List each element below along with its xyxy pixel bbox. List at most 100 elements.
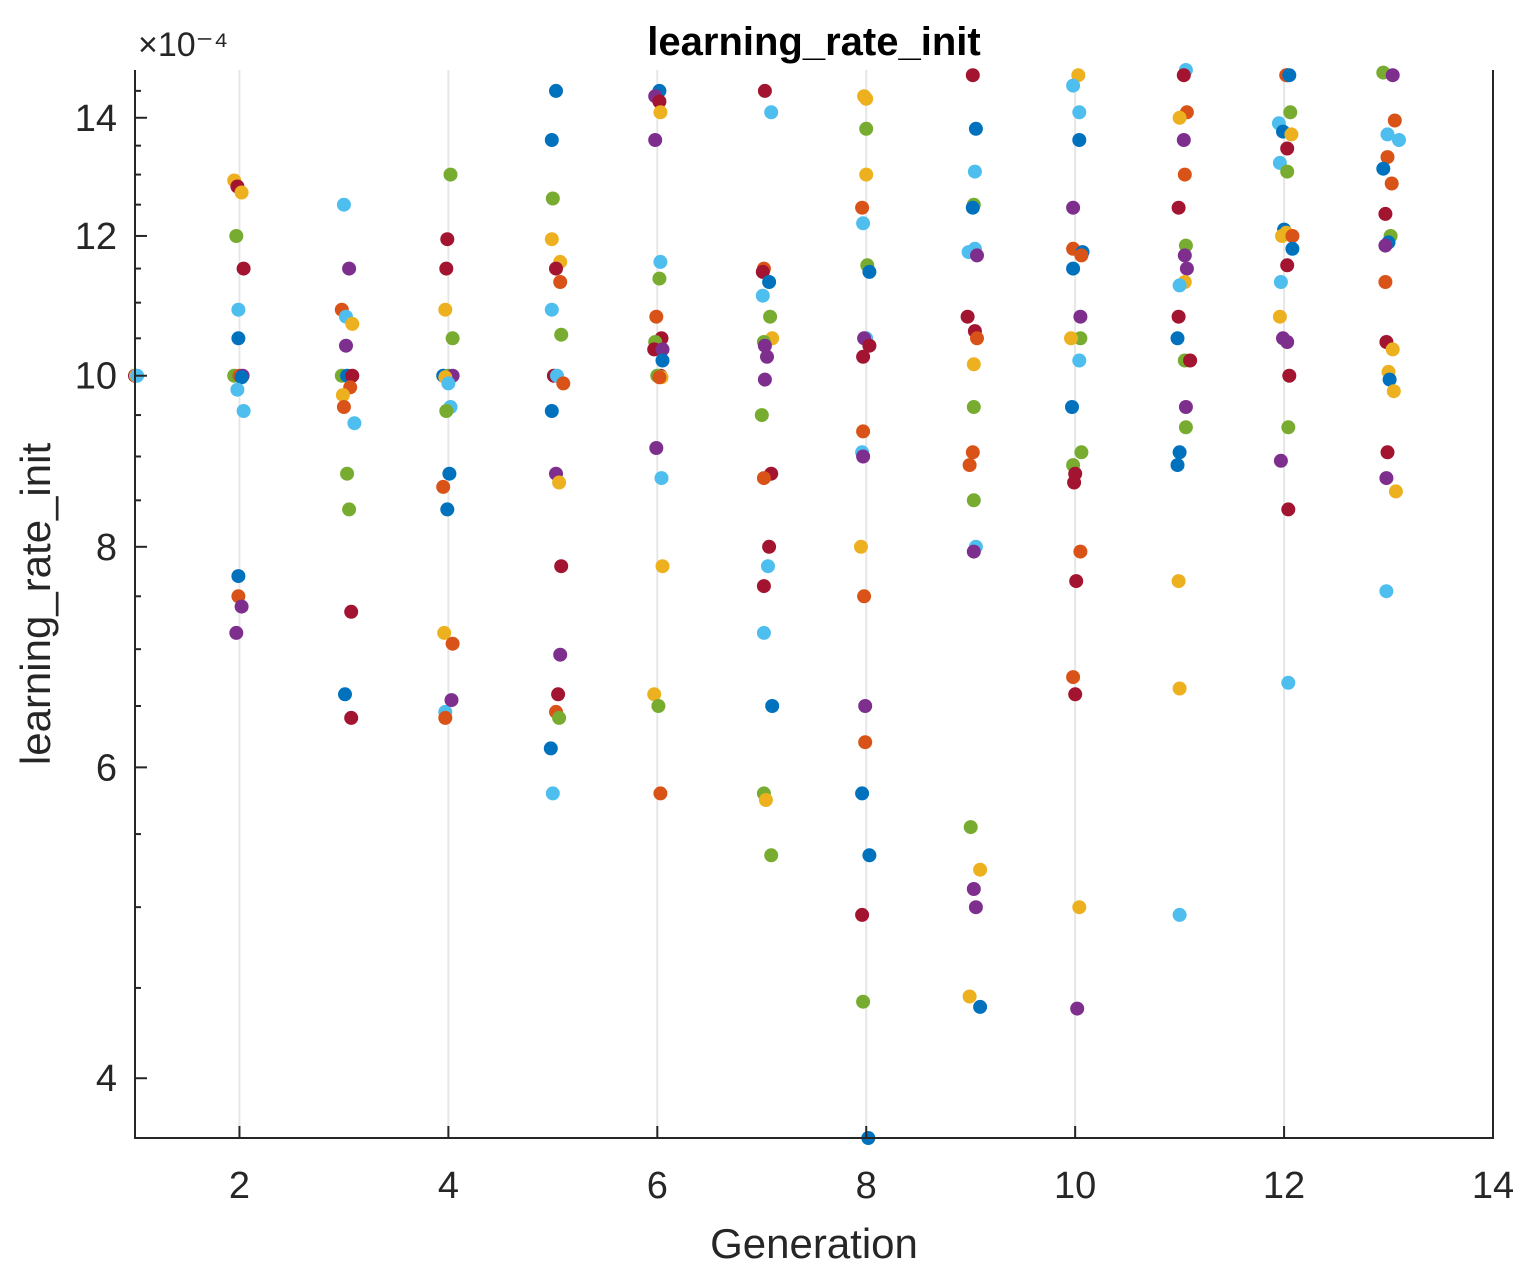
data-point [1382,372,1397,387]
data-point [857,589,872,604]
data-point [1273,275,1288,289]
data-point [234,370,249,385]
data-point [1068,687,1083,702]
data-point [967,164,982,179]
data-points [128,63,1406,1145]
data-point [1280,335,1295,349]
data-point [1064,331,1078,346]
data-point [1376,161,1391,176]
data-point [231,331,246,346]
x-tick-label: 2 [229,1165,250,1207]
data-point [856,349,871,364]
data-point [438,302,453,317]
data-point [856,216,871,231]
data-point [854,539,868,554]
data-point [231,569,246,584]
data-point [855,200,870,215]
y-tick-label: 14 [75,98,117,140]
data-point [1392,133,1406,147]
data-point [1177,248,1192,263]
data-point [234,185,249,200]
data-point [859,167,874,182]
x-tick-label: 12 [1263,1165,1305,1207]
y-tick-label: 4 [96,1058,117,1100]
data-point [965,445,980,460]
data-point [1385,342,1400,357]
data-point [544,133,559,147]
data-point [545,191,560,206]
data-point [234,599,249,614]
data-point [236,261,251,276]
data-point [755,264,770,279]
data-point [1378,275,1393,289]
data-point [347,416,362,431]
data-point [549,83,563,98]
data-point [1172,445,1187,460]
data-point [1071,68,1086,83]
data-point [973,999,988,1014]
data-point [859,121,874,136]
data-point [553,275,568,289]
data-point [1170,331,1185,346]
data-point [764,105,779,120]
data-point [654,471,669,486]
data-point [1280,258,1295,273]
data-point [966,493,981,508]
data-point [856,449,871,464]
data-point [762,539,777,554]
data-point [1072,900,1087,915]
data-point [756,579,771,594]
data-point [1073,309,1088,324]
data-point [652,271,667,286]
data-point [229,625,244,640]
data-point [1281,502,1296,517]
data-point [336,197,351,212]
data-point [1072,353,1087,368]
x-tick-label: 10 [1054,1165,1096,1207]
data-point [1172,681,1187,696]
data-point [1070,1001,1085,1016]
data-point [855,786,870,801]
data-point [554,559,569,574]
data-point [344,710,359,725]
x-tick-label: 6 [647,1165,668,1207]
data-point [655,353,670,368]
data-point [1281,420,1296,435]
data-point [335,388,350,403]
data-point [1388,484,1403,499]
data-point [1378,206,1393,221]
data-point [338,687,352,702]
data-point [966,400,981,414]
data-point [444,693,459,708]
data-point [1280,164,1295,179]
data-point [859,91,874,106]
data-point [231,302,246,317]
data-point [1385,68,1400,83]
data-point [764,848,779,863]
data-point [552,475,567,490]
data-point [966,357,981,372]
data-point [229,229,244,243]
data-point [441,376,456,391]
data-point [1172,110,1187,125]
data-point [856,994,871,1009]
data-point [648,133,663,147]
data-point [655,342,670,357]
data-point [966,544,981,559]
data-point [1172,907,1187,922]
data-point [544,404,559,418]
data-point [1072,105,1087,120]
data-point [1284,127,1299,142]
data-point [963,820,978,835]
data-point [652,94,667,109]
x-tick-label: 4 [438,1165,459,1207]
data-point [439,404,454,418]
data-point [1281,675,1296,690]
data-point [1379,471,1394,486]
data-point [973,862,988,877]
data-point [544,302,559,317]
data-point [1285,241,1300,256]
data-point [440,232,455,247]
axis-ticks: 2 4 6 8 10 12 14 4 6 8 10 12 14 [75,89,1514,1207]
